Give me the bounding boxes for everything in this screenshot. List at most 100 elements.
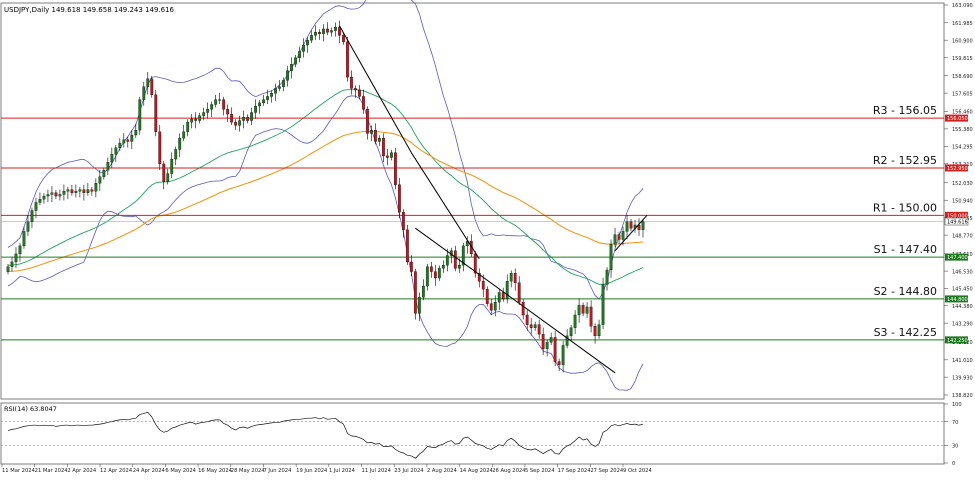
rsi-line (7, 411, 644, 459)
level-label: S2 - 144.80 (874, 285, 937, 298)
level-price-tag-text: 147.400 (947, 255, 968, 261)
date-axis-tick-label: 1 Jul 2024 (329, 468, 356, 474)
candle-body (382, 138, 385, 157)
candle-body (86, 189, 90, 193)
candle-body (166, 173, 170, 182)
candle-body (445, 255, 449, 266)
candle-body (238, 120, 242, 126)
candle-body (250, 112, 254, 121)
candle-body (601, 284, 605, 325)
candle-body (78, 189, 82, 192)
candle-body (6, 266, 10, 272)
candle-body (549, 337, 553, 343)
rsi-panel-frame (0, 402, 945, 465)
date-axis-tick-label: 21 Mar 2024 (35, 468, 69, 474)
date-axis-tick-label: 9 Oct 2024 (623, 468, 652, 474)
candle-body (425, 266, 429, 287)
candle-body (401, 211, 405, 230)
level-price-tag-text: 152.950 (947, 166, 968, 172)
candle-body (102, 170, 106, 177)
candle-body (513, 273, 517, 283)
date-axis-tick-label: 26 Aug 2024 (492, 468, 526, 474)
candle-body (473, 253, 477, 274)
candle-body (298, 51, 301, 59)
candle-body (274, 88, 277, 94)
candle-body (242, 117, 246, 121)
candle-body (517, 282, 521, 303)
candle-body (262, 99, 265, 104)
candle-body (266, 96, 269, 100)
candle-body (234, 121, 238, 126)
level-price-tag (945, 114, 968, 122)
candle-body (62, 191, 66, 195)
candle-body (386, 155, 389, 158)
level-price-tag-text: 150.000 (947, 213, 968, 219)
candle-body (334, 27, 337, 31)
candle-body (218, 99, 222, 101)
candle-body (417, 297, 421, 314)
candle-body (290, 64, 293, 71)
candle-body (94, 183, 98, 192)
level-price-tag (945, 253, 968, 261)
candle-body (294, 57, 297, 65)
candle-body (58, 194, 62, 197)
candle-body (497, 292, 501, 303)
level-price-tag (945, 295, 968, 303)
rsi-axis-tick-label: 100 (952, 402, 962, 408)
bollinger-upper-line (7, 0, 644, 300)
date-axis-tick-label: 16 May 2024 (198, 468, 233, 474)
price-axis-tick-label: 157.605 (952, 91, 973, 97)
trend-line (415, 227, 616, 374)
candle-body (637, 224, 641, 230)
candle-body (413, 271, 417, 314)
moving-average-green-line (7, 89, 644, 285)
date-axis-tick-label: 28 May 2024 (231, 468, 266, 474)
candle-body (461, 245, 465, 266)
candle-body (405, 229, 409, 263)
candle-body (597, 324, 601, 337)
candle-body (354, 88, 357, 91)
price-axis-tick-label: 160.900 (952, 38, 973, 44)
date-axis-tick-label: 11 Jul 2024 (362, 468, 392, 474)
trend-line (614, 215, 648, 252)
candle-body (230, 113, 234, 123)
candle-body (569, 327, 573, 337)
candle-body (593, 326, 597, 337)
price-axis-tick-label: 141.010 (952, 358, 973, 364)
date-axis-tick-label: 27 Sep 2024 (590, 468, 624, 474)
candle-body (485, 289, 489, 304)
current-price-tag-text: 149.616 (947, 220, 968, 226)
candle-body (50, 192, 54, 195)
candle-body (318, 32, 321, 34)
candle-body (366, 109, 369, 134)
candle-body (10, 261, 14, 267)
candle-body (370, 130, 373, 134)
main-panel-frame (0, 2, 945, 400)
candle-body (146, 78, 150, 87)
candle-body (246, 117, 250, 121)
rsi-axis: 100 70 30 0 (944, 402, 962, 467)
level-label: S1 - 147.40 (874, 243, 937, 256)
candle-body (270, 93, 273, 97)
candle-body (529, 324, 533, 328)
trend-line (410, 152, 480, 260)
candle-body (282, 80, 285, 87)
candle-body (202, 112, 206, 116)
candle-body (605, 269, 609, 285)
price-axis-tick-label: 148.770 (952, 233, 973, 239)
candle-body (577, 305, 581, 316)
candle-body (581, 305, 585, 314)
candle-body (286, 70, 289, 81)
candle-body (390, 152, 393, 158)
candle-body (585, 306, 589, 314)
price-axis-tick-label: 150.940 (952, 198, 973, 204)
chart-title: USDJPY,Daily 149.618 149.658 149.243 149… (4, 6, 175, 14)
candle-body (625, 221, 629, 232)
candle-body (174, 149, 178, 160)
candle-body (90, 189, 94, 192)
candle-body (350, 77, 353, 89)
level-price-tag (945, 211, 968, 219)
candle-body (82, 189, 86, 193)
